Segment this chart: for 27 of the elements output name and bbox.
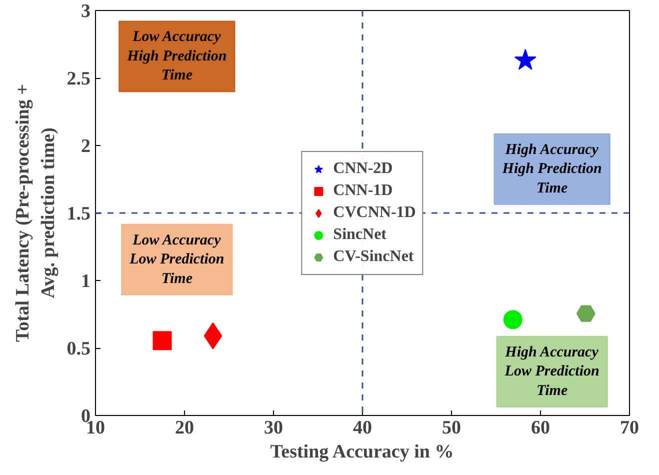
legend-label: CNN-1D — [333, 182, 393, 200]
x-tick-label: 60 — [531, 418, 550, 438]
point — [514, 48, 536, 70]
legend-label: CV-SincNet — [333, 248, 414, 266]
annotation: High Accuracy High Prediction Time — [501, 142, 602, 196]
point — [576, 305, 596, 322]
legend-label: SincNet — [333, 226, 386, 244]
legend-label: CVCNN-1D — [333, 204, 416, 222]
x-tick-label: 40 — [353, 418, 372, 438]
y-tick-label: 0.5 — [66, 338, 90, 360]
y-axis-title: Total Latency (Pre-processing + Avg. prediction time) — [12, 84, 59, 342]
point — [152, 331, 172, 350]
x-tick-label: 50 — [442, 418, 461, 438]
annotation: Low Accuracy Low Prediction Time — [128, 232, 224, 287]
y-tick-label: 2 — [81, 136, 90, 157]
annotation: Low Accuracy High Prediction Time — [126, 29, 227, 84]
y-tick-label: 1.5 — [66, 204, 90, 224]
y-tick-label: 1 — [81, 271, 90, 292]
x-tick-label: 70 — [620, 418, 639, 438]
point — [503, 310, 522, 330]
x-axis-title: Testing Accuracy in % — [270, 442, 454, 462]
x-tick-label: 30 — [264, 418, 283, 438]
legend-label: CNN-2D — [333, 160, 393, 178]
x-tick-label: 20 — [175, 418, 194, 438]
y-tick-label: 3 — [81, 1, 90, 22]
y-tick-label: 2.5 — [66, 68, 90, 90]
annotation: High Accuracy Low Prediction Time — [504, 344, 600, 399]
